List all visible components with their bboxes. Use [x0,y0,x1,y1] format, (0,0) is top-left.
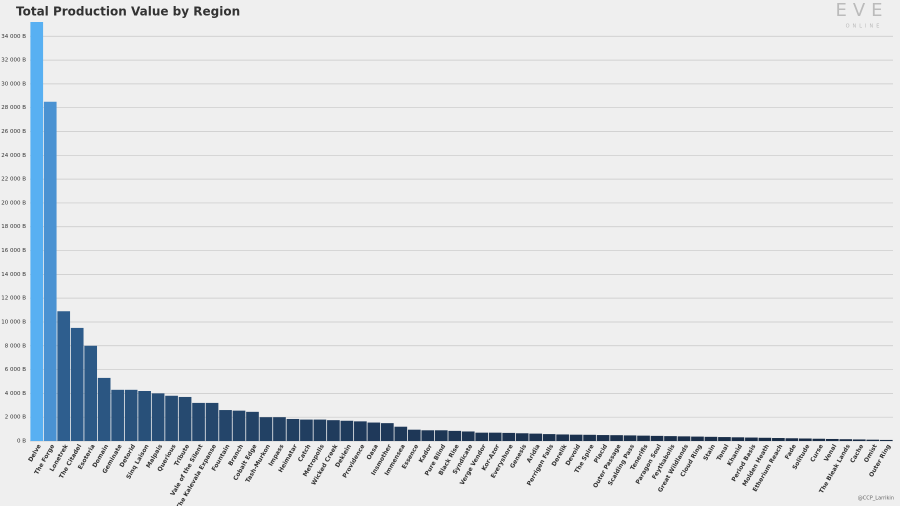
y-tick-label: 26 000 B [1,129,26,135]
bar [772,438,785,441]
bar [43,101,57,441]
bar [488,432,502,441]
logo: EVE [835,0,888,21]
y-tick-label: 14 000 B [1,272,26,278]
bar [825,438,839,441]
y-tick-label: 12 000 B [1,296,26,302]
y-tick-label: 2 000 B [5,415,26,421]
bar [745,437,758,441]
logo-sub: ONLINE [846,24,883,30]
bar [178,396,192,441]
bar [124,389,138,441]
bar [165,395,178,441]
bar [30,22,44,441]
bar [502,432,516,441]
bar [354,421,367,441]
y-tick-label: 4 000 B [5,391,26,397]
bar [138,391,151,441]
bar [259,417,273,441]
bar [515,433,529,441]
bar [583,434,596,441]
y-tick-label: 30 000 B [1,81,26,87]
bar [569,434,583,441]
bar [542,434,556,441]
y-tick-label: 8 000 B [5,343,26,349]
bar [812,438,826,441]
bar [475,432,489,441]
bar [461,431,475,441]
chart-title: Total Production Value by Region [16,5,240,19]
bar [151,393,165,441]
bar [799,438,812,441]
bar [785,438,799,441]
y-tick-label: 18 000 B [1,224,26,230]
bar [205,402,219,441]
bar [219,410,232,441]
y-tick-label: 22 000 B [1,177,26,183]
bar [704,436,718,441]
bar [448,430,462,441]
bar [407,429,421,441]
bar [556,434,569,441]
bar [637,435,650,441]
bar [367,422,381,441]
bar [57,311,71,441]
bar [839,439,853,441]
bar [529,433,543,441]
bar [380,423,394,441]
bar [852,439,866,441]
bar [97,377,111,441]
bar [866,439,880,441]
bar [664,436,677,441]
bar [421,430,435,441]
bar [596,435,610,441]
bar [232,410,246,441]
y-tick-label: 6 000 B [5,367,26,373]
bar [758,437,772,441]
credit: @CCP_Larrikin [858,496,894,502]
bar [623,435,637,441]
bar [394,426,408,441]
y-tick-label: 32 000 B [1,58,26,64]
bar [691,436,704,441]
bar [731,437,745,441]
bar [70,327,84,441]
bar [879,439,893,441]
y-tick-label: 0 B [17,439,26,445]
bar [327,420,340,441]
y-tick-label: 20 000 B [1,200,26,206]
bar [273,417,286,441]
bar [434,430,448,441]
bar [192,402,205,441]
bar [84,345,98,441]
bar [340,420,354,441]
bar [313,419,327,441]
bar [650,435,664,441]
y-tick-label: 10 000 B [1,319,26,325]
bar [610,435,623,441]
bar [718,437,731,441]
bar [286,418,300,441]
bar [246,411,259,441]
y-tick-label: 34 000 B [1,34,26,40]
bar [111,389,124,441]
y-tick-label: 28 000 B [1,105,26,111]
bar [300,419,313,441]
y-tick-label: 24 000 B [1,153,26,159]
bar [677,436,691,441]
y-tick-label: 16 000 B [1,248,26,254]
